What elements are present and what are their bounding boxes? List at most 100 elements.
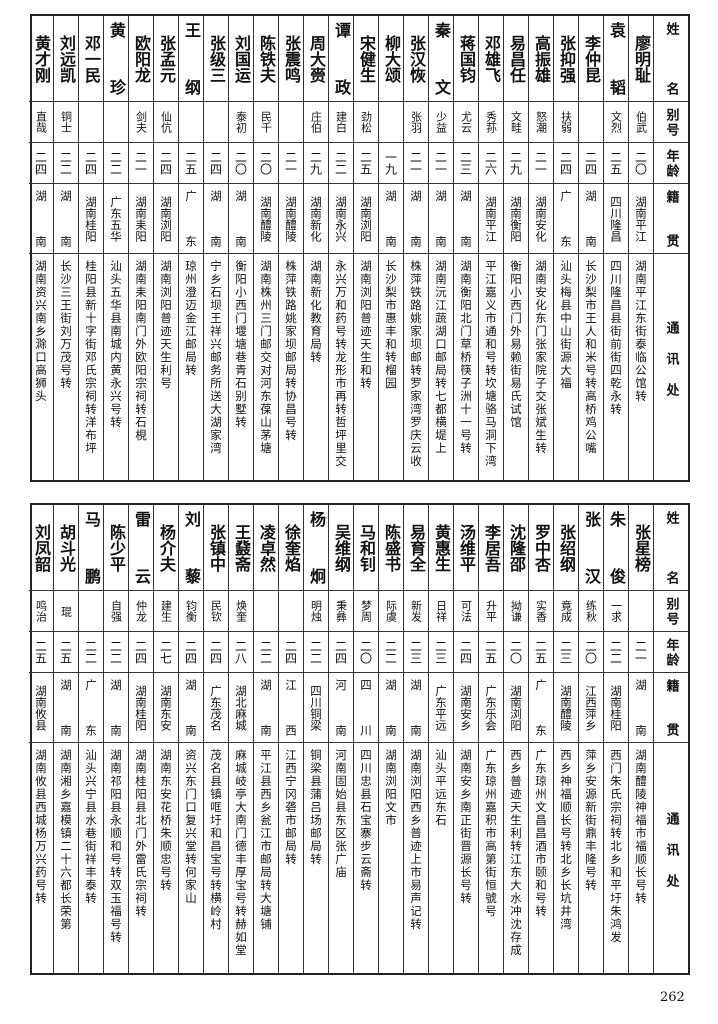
origin-text: 湖南 xyxy=(634,679,648,736)
name-text: 张星榜 xyxy=(632,523,651,572)
name-cell: 易育全 xyxy=(404,505,428,591)
person-column: 凌卓然 二二 湖南 平江县西乡瓮江市邮局转大塘铺 xyxy=(253,505,278,973)
age-text: 二五 xyxy=(533,640,548,664)
address-text: 湖南湘乡嘉模镇二十六都长荣第 xyxy=(59,749,73,931)
person-column: 刘凤韶 鸣治 二五 湖南攸县 湖南攸县西城杨万兴药号转 xyxy=(29,505,53,973)
age-cell: 二〇 xyxy=(579,632,603,673)
address-cell: 长沙梨市王人和米号转高桥鸡公嘴 xyxy=(579,254,603,480)
origin-text: 广东乐会 xyxy=(484,684,498,731)
name-cell: 朱俊 xyxy=(604,505,628,591)
origin-text: 湖南安乡 xyxy=(459,684,473,731)
alias-cell: 直哉 xyxy=(29,102,53,143)
name-text: 黄珍 xyxy=(107,22,126,95)
alias-text: 秀荪 xyxy=(484,111,498,133)
person-column: 张孟元 仙伉 二四 湖南浏阳 湖南浏阳普迹天生利号 xyxy=(153,16,178,480)
origin-cell: 湖南醴陵 xyxy=(554,673,578,743)
person-column: 罗中杏 实香 二五 广东 广东琼州文昌昌酒市颐和号转 xyxy=(528,505,553,973)
age-text: 二二 xyxy=(58,151,73,175)
age-cell: 二四 xyxy=(129,632,153,673)
name-text: 汤维平 xyxy=(457,523,476,572)
alias-text: 张羽 xyxy=(409,111,423,133)
name-text: 陈铁夫 xyxy=(257,34,276,83)
age-cell: 二四 xyxy=(204,632,228,673)
age-text: 二五 xyxy=(483,640,498,664)
name-cell: 张孟元 xyxy=(154,16,178,102)
age-cell: 二二 xyxy=(604,632,628,673)
address-cell: 永兴万和药号转龙形市再转哲坪里交 xyxy=(329,254,353,480)
address-text: 湖南醴陵神福市福顺长号转 xyxy=(634,749,648,905)
age-text: 二三 xyxy=(558,640,573,664)
address-text: 株萍铁路姚家坝邮转罗家湾罗庆云收 xyxy=(409,260,423,468)
age-cell: 二四 xyxy=(179,632,203,673)
person-column: 杨介夫 建生 二七 湖南东安 湖南东安花桥朱顺忠号转 xyxy=(153,505,178,973)
name-cell: 黄珍 xyxy=(104,16,128,102)
alias-cell: 建白 xyxy=(329,102,353,143)
name-text: 秦文 xyxy=(432,22,451,95)
person-column: 吴维纲 秉彝 二四 河南 河南固始县东区张广庙 xyxy=(328,505,353,973)
name-cell: 黄才刚 xyxy=(29,16,53,102)
age-cell: 二三 xyxy=(554,632,578,673)
address-cell: 湖南醴陵神福市福顺长号转 xyxy=(629,743,653,973)
address-cell: 平江嘉义市通和号转坎塘骆马洞下湾 xyxy=(479,254,503,480)
age-text: 二〇 xyxy=(358,640,373,664)
address-text: 湖南株州三门邮交对河东葆山茅塘 xyxy=(259,260,273,455)
age-text: 二四 xyxy=(333,640,348,664)
person-column: 谭政 建白 二二 湖南永兴 永兴万和药号转龙形市再转哲坪里交 xyxy=(328,16,353,480)
origin-cell: 湖南桂阳 xyxy=(129,673,153,743)
age-text: 二四 xyxy=(158,151,173,175)
age-cell: 二〇 xyxy=(229,143,253,184)
address-text: 西乡普迹天生利转江东大水冲沈存成 xyxy=(509,749,523,957)
origin-cell: 湖南 xyxy=(629,673,653,743)
alias-cell xyxy=(79,102,103,143)
person-column: 易育全 新发 二三 湖南 湖南浏阳西乡普迹上市易声记转 xyxy=(403,505,428,973)
age-text: 二四 xyxy=(583,151,598,175)
alias-cell: 仲龙 xyxy=(129,591,153,632)
origin-cell: 广东 xyxy=(179,184,203,254)
age-text: 二三 xyxy=(458,151,473,175)
address-text: 湖南资兴南乡滁口高狮头 xyxy=(34,260,48,403)
age-cell: 二四 xyxy=(279,632,303,673)
age-cell: 二三 xyxy=(454,143,478,184)
name-cell: 蒋国钧 xyxy=(454,16,478,102)
alias-text: 建白 xyxy=(334,111,348,133)
age-text: 二九 xyxy=(508,151,523,175)
alias-text: 直哉 xyxy=(34,111,48,133)
address-text: 衡阳小西门外易赖街易氏试馆 xyxy=(509,260,523,429)
origin-text: 湖南 xyxy=(259,679,273,736)
header-age: 年龄 xyxy=(654,143,688,184)
address-cell: 平江县西乡瓮江市邮局转大塘铺 xyxy=(254,743,278,973)
origin-text: 湖南 xyxy=(109,679,123,736)
person-column: 秦文 少益 二一 湖南 湖南沅江蔬湖口邮局转七都横堤上 xyxy=(428,16,453,480)
name-text: 刘藜 xyxy=(182,511,201,584)
person-column: 陈盛书 际虞 二二 湖南 湖南浏阳文市 xyxy=(378,505,403,973)
name-cell: 吴维纲 xyxy=(329,505,353,591)
alias-cell: 庄伯 xyxy=(304,102,328,143)
name-text: 马鹏 xyxy=(82,511,101,584)
name-text: 易昌任 xyxy=(507,34,526,83)
origin-cell: 江西 xyxy=(279,673,303,743)
age-cell: 二一 xyxy=(279,143,303,184)
origin-text: 湖南桂阳 xyxy=(609,684,623,731)
origin-cell: 湖南 xyxy=(379,184,403,254)
age-cell: 二四 xyxy=(79,143,103,184)
alias-cell: 自强 xyxy=(104,591,128,632)
age-text: 二四 xyxy=(208,151,223,175)
name-text: 袁韬 xyxy=(607,22,626,95)
address-cell: 湖南平江东街泰临公馆转 xyxy=(629,254,653,480)
alias-text: 怒潮 xyxy=(534,111,548,133)
name-cell: 王鼗斋 xyxy=(229,505,253,591)
address-cell: 广东琼州文昌昌酒市颐和号转 xyxy=(529,743,553,973)
address-cell: 湖南浏阳普迹天生和转 xyxy=(354,254,378,480)
person-column: 李仲昆 二四 湖南 长沙梨市王人和米号转高桥鸡公嘴 xyxy=(578,16,603,480)
alias-cell: 明烛 xyxy=(304,591,328,632)
origin-text: 湖南醴陵 xyxy=(559,684,573,731)
name-cell: 廖明耻 xyxy=(629,16,653,102)
address-text: 桂阳县新十字街邓氏宗祠转洋布坪 xyxy=(84,260,98,455)
origin-cell: 湖南 xyxy=(429,184,453,254)
name-text: 杨炯 xyxy=(307,511,326,584)
address-cell: 长沙三王街刘万茂号转 xyxy=(54,254,78,480)
address-cell: 琼州澄迈金江邮局转 xyxy=(179,254,203,480)
age-text: 二一 xyxy=(408,151,423,175)
age-text: 二四 xyxy=(133,640,148,664)
age-cell: 二〇 xyxy=(629,143,653,184)
